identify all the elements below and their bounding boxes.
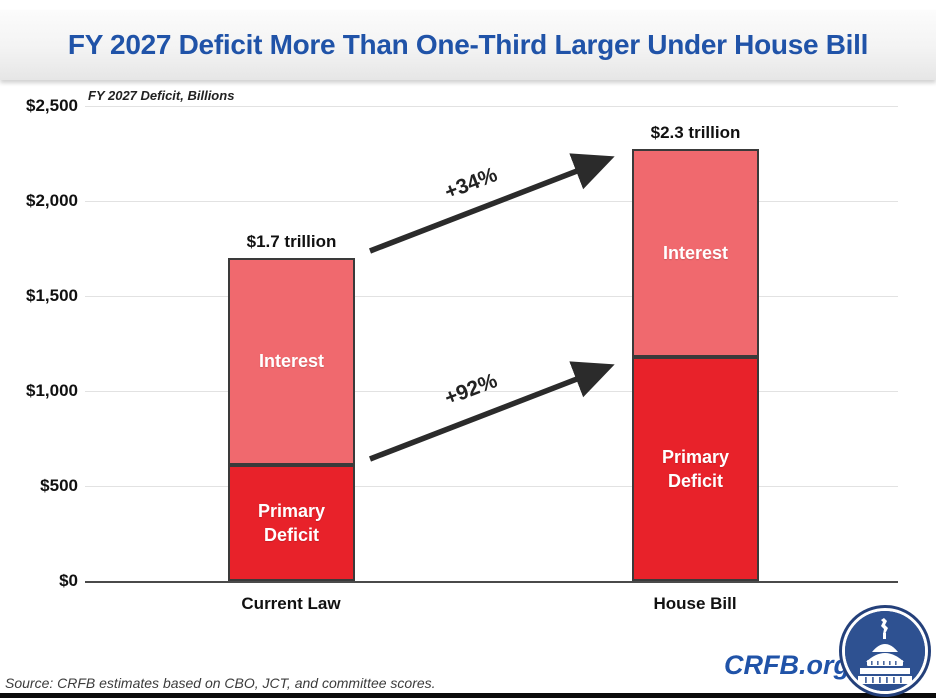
annotation-total-increase: +34% <box>441 163 501 204</box>
bar-current-law: $1.7 trillion Primary Deficit Interest <box>228 232 355 581</box>
gridline <box>85 106 898 107</box>
crfb-site-label: CRFB.org <box>724 650 850 680</box>
segment-interest: Interest <box>632 148 759 357</box>
chart-subtitle: FY 2027 Deficit, Billions <box>88 88 235 103</box>
y-tick-label: $1,000 <box>26 381 78 400</box>
y-tick-label: $2,500 <box>26 96 78 115</box>
header-band: FY 2027 Deficit More Than One-Third Larg… <box>0 10 936 80</box>
source-note: Source: CRFB estimates based on CBO, JCT… <box>5 675 436 691</box>
bar-house-bill: $2.3 trillion Primary Deficit Interest <box>632 123 759 581</box>
y-tick-label: $500 <box>40 476 78 495</box>
gridline <box>85 486 898 487</box>
y-tick-label: $1,500 <box>26 286 78 305</box>
segment-label: Primary Deficit <box>257 500 326 546</box>
segment-label: Interest <box>258 351 325 372</box>
segment-label: Interest <box>662 242 729 263</box>
x-category-label: Current Law <box>241 594 341 613</box>
y-tick-label: $0 <box>59 571 78 590</box>
gridline <box>85 201 898 202</box>
annotation-primary-increase: +92% <box>441 369 501 410</box>
crfb-logo <box>839 605 931 697</box>
x-axis-line <box>85 581 898 583</box>
segment-primary-deficit: Primary Deficit <box>632 356 759 581</box>
bar-total-label: $2.3 trillion <box>650 122 741 142</box>
segment-label: Primary Deficit <box>661 446 730 491</box>
bar-total-label: $1.7 trillion <box>246 232 337 251</box>
page-title: FY 2027 Deficit More Than One-Third Larg… <box>67 29 869 60</box>
gridline <box>85 296 898 297</box>
capitol-icon <box>858 618 912 684</box>
x-category-label: House Bill <box>653 594 737 613</box>
y-tick-label: $2,000 <box>26 191 78 210</box>
bottom-edge-bar <box>0 693 936 698</box>
segment-interest: Interest <box>228 258 355 466</box>
logo-white-ring <box>842 608 928 694</box>
segment-primary-deficit: Primary Deficit <box>228 465 355 581</box>
